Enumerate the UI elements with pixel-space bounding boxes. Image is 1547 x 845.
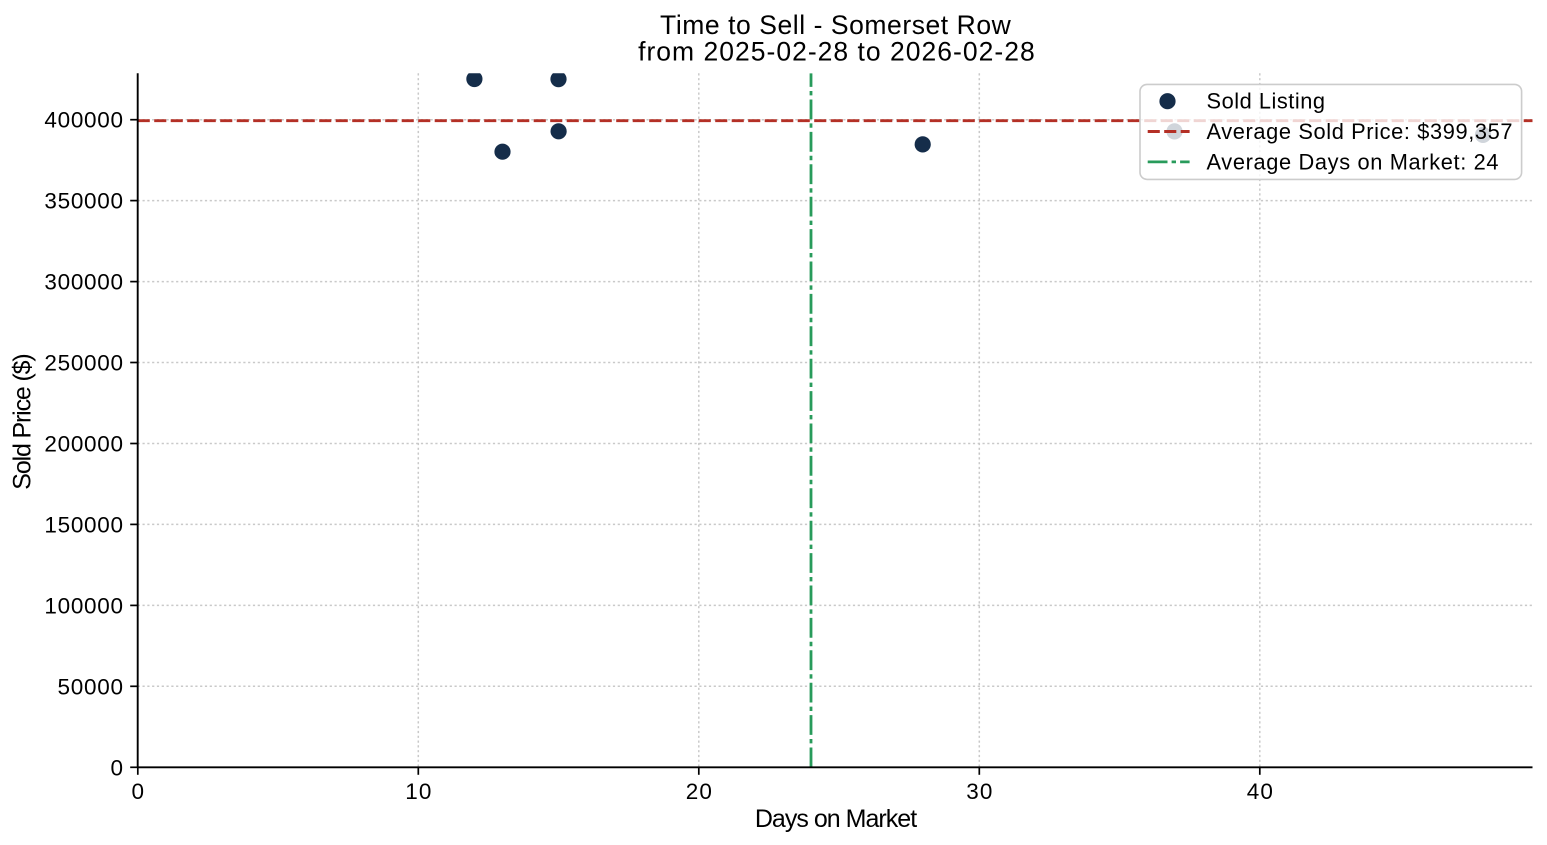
svg-text:200000: 200000	[44, 432, 123, 457]
svg-text:350000: 350000	[44, 189, 123, 214]
svg-text:from 2025-02-28 to 2026-02-28: from 2025-02-28 to 2026-02-28	[638, 37, 1035, 67]
svg-text:Days on Market: Days on Market	[755, 805, 917, 833]
svg-text:50000: 50000	[58, 674, 124, 699]
svg-text:Average Days on Market: 24: Average Days on Market: 24	[1207, 149, 1499, 174]
svg-text:250000: 250000	[44, 351, 123, 376]
svg-text:0: 0	[110, 755, 123, 780]
svg-text:Average Sold Price: $399,357: Average Sold Price: $399,357	[1207, 119, 1513, 144]
svg-text:10: 10	[405, 779, 431, 804]
svg-text:100000: 100000	[44, 593, 123, 618]
svg-text:150000: 150000	[44, 512, 123, 537]
svg-text:20: 20	[686, 779, 712, 804]
svg-text:300000: 300000	[44, 270, 123, 295]
svg-text:400000: 400000	[44, 108, 123, 133]
svg-text:Sold Listing: Sold Listing	[1207, 89, 1326, 114]
svg-text:0: 0	[132, 779, 145, 804]
svg-text:Sold Price ($): Sold Price ($)	[9, 353, 37, 489]
svg-text:30: 30	[966, 779, 992, 804]
svg-text:Time to Sell - Somerset Row: Time to Sell - Somerset Row	[660, 10, 1012, 40]
svg-text:40: 40	[1247, 779, 1273, 804]
